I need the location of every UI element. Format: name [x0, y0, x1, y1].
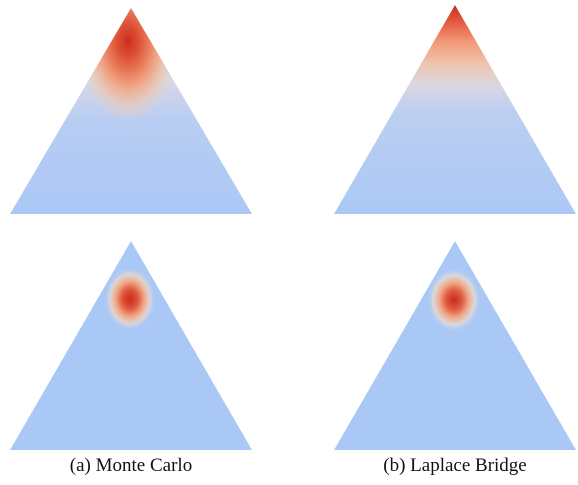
simplex-triangle-laplace-bridge-bottom — [334, 241, 576, 450]
simplex-triangle-laplace-bridge-top — [334, 5, 576, 214]
panel-monte-carlo-bottom — [8, 240, 254, 452]
simplex-triangle-monte-carlo-top — [10, 8, 252, 214]
panel-monte-carlo-top — [8, 6, 254, 216]
caption-monte-carlo: (a) Monte Carlo — [69, 455, 193, 476]
caption-laplace-bridge: (b) Laplace Bridge — [383, 455, 527, 476]
simplex-triangle-monte-carlo-bottom — [10, 241, 252, 450]
panel-laplace-bridge-top — [332, 4, 578, 216]
panel-laplace-bridge-bottom — [332, 240, 578, 452]
